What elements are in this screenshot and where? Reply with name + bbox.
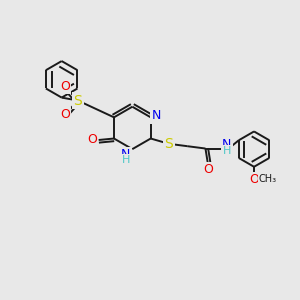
- Text: O: O: [203, 163, 213, 176]
- Text: H: H: [122, 155, 130, 165]
- Text: O: O: [60, 80, 70, 93]
- Text: N: N: [222, 138, 231, 151]
- Text: O: O: [60, 108, 70, 121]
- Text: N: N: [151, 109, 161, 122]
- Text: O: O: [249, 173, 259, 186]
- Text: CH₃: CH₃: [258, 174, 276, 184]
- Text: N: N: [121, 148, 130, 161]
- Text: S: S: [74, 94, 82, 107]
- Text: H: H: [223, 146, 231, 157]
- Text: O: O: [87, 134, 97, 146]
- Text: S: S: [165, 137, 173, 151]
